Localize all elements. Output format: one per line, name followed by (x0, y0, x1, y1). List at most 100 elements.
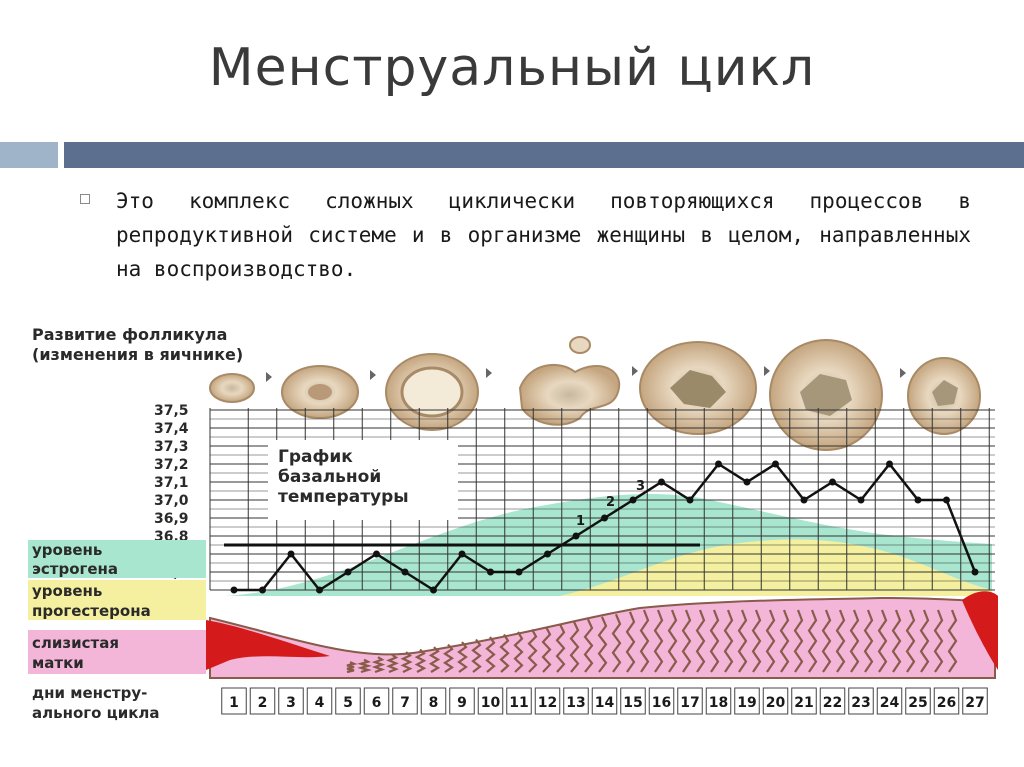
day-box (791, 687, 817, 715)
uterine-gland (779, 609, 790, 673)
day-box (648, 687, 675, 715)
follicle-sequence (209, 336, 981, 451)
temperature-tick-label: 37,3 (154, 439, 189, 455)
uterine-gland (457, 641, 468, 673)
day-label: 25 (908, 695, 927, 711)
temperature-point (829, 478, 836, 486)
day-label: 2 (258, 695, 268, 711)
uterine-gland (695, 609, 706, 673)
day-box (962, 687, 988, 715)
day-box (591, 687, 618, 715)
uterine-gland (709, 609, 720, 673)
day-label: 15 (623, 695, 642, 711)
uterine-gland (346, 661, 358, 674)
menstrual-blood-start (206, 620, 330, 670)
follicle-stage-4-ovum (569, 336, 591, 354)
temperature-tick-label: 37,5 (154, 403, 189, 419)
temperature-tick-label: 37,1 (154, 475, 189, 491)
day-label: 13 (566, 695, 585, 711)
phase-mark-3: 3 (636, 479, 645, 494)
estrogen-label-bg (28, 540, 206, 578)
temperature-point (572, 532, 580, 540)
temperature-point (544, 550, 551, 558)
temperature-point (401, 568, 409, 576)
uterine-gland (386, 653, 399, 674)
arrow-icon (900, 368, 906, 378)
day-label: 7 (400, 695, 410, 711)
uterine-gland (428, 646, 441, 673)
day-label: 17 (680, 695, 699, 711)
day-label: 11 (509, 695, 528, 711)
temperature-point (515, 568, 523, 576)
uterine-gland (583, 618, 594, 673)
temperature-point (800, 496, 808, 504)
temperature-point (344, 568, 352, 576)
uterine-gland (821, 609, 832, 673)
day-box (819, 687, 846, 715)
uterine-gland (919, 609, 930, 673)
temperature-point (886, 460, 893, 468)
day-label: 19 (737, 695, 756, 711)
day-box (506, 687, 532, 715)
progesterone-label-line-1: уровень (32, 582, 102, 600)
uterine-gland (569, 621, 580, 673)
uterine-gland (793, 609, 804, 673)
day-box (534, 687, 561, 715)
day-label: 1 (229, 695, 239, 711)
day-label: 21 (794, 695, 813, 711)
bbt-label-line-1: График (278, 447, 353, 467)
uterine-gland (723, 609, 734, 673)
progesterone-label-line-2: прогестерона (32, 602, 151, 620)
uterine-gland (471, 638, 482, 673)
follicle-stage-2-core (308, 384, 332, 400)
temperature-tick-label: 37,4 (154, 421, 189, 437)
day-label: 18 (709, 695, 728, 711)
day-label: 22 (823, 695, 842, 711)
bbt-label-line-3: температуры (278, 487, 409, 507)
uterine-gland (905, 609, 916, 673)
mucosa-label-bg (28, 630, 206, 674)
day-label: 14 (595, 695, 615, 711)
uterine-gland (611, 613, 622, 673)
uterine-gland (414, 648, 427, 673)
arrow-icon (764, 366, 770, 376)
uterine-gland (863, 609, 874, 673)
temperature-tick-label: 37,0 (154, 493, 189, 509)
temperature-point (487, 568, 494, 576)
day-box (933, 687, 960, 715)
uterine-gland (667, 609, 678, 673)
temperature-point (230, 586, 238, 594)
day-label: 12 (538, 695, 557, 711)
days-label-line-2: ального цикла (32, 704, 160, 722)
follicle-stage-4 (518, 364, 621, 426)
day-box (363, 687, 390, 715)
uterine-gland (513, 631, 524, 673)
temperature-point (658, 478, 665, 486)
day-label: 8 (429, 695, 439, 711)
follicle-stage-1 (209, 373, 255, 403)
temperature-point (373, 550, 380, 558)
day-box (420, 687, 447, 715)
estrogen-label-line-2: эстрогена (32, 560, 118, 578)
bullet-square-icon (80, 194, 90, 204)
menstrual-blood-end (962, 591, 998, 670)
uterine-gland (541, 626, 552, 673)
day-box (278, 687, 304, 715)
day-box (876, 687, 903, 715)
uterine-gland (357, 658, 372, 674)
arrow-icon (632, 366, 638, 376)
endometrium-strip (206, 591, 998, 679)
day-box (905, 687, 931, 715)
temperature-points (230, 460, 979, 594)
days-label-line-1: дни менстру- (32, 684, 147, 702)
mucosa-label-line-1: слизистая (32, 634, 119, 652)
uterine-gland (653, 609, 664, 673)
arrow-icon (266, 372, 272, 382)
temperature-tick-label: 37,2 (154, 457, 189, 473)
day-label: 16 (652, 695, 671, 711)
day-label: 26 (937, 695, 956, 711)
temperature-point (857, 496, 865, 504)
phase-mark-1: 1 (576, 514, 585, 529)
corpus-luteum-large-core (800, 374, 852, 416)
day-label: 5 (343, 695, 353, 711)
